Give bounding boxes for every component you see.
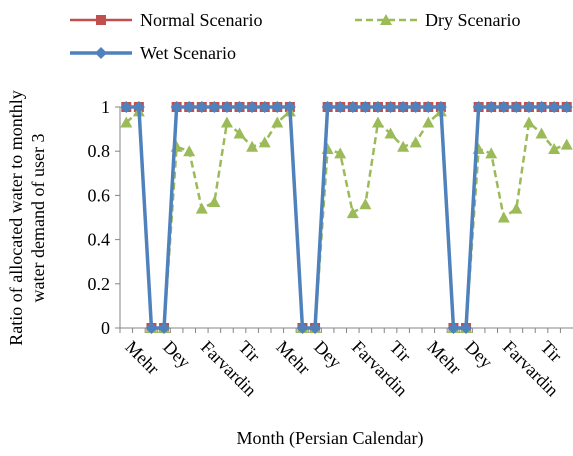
marker	[510, 202, 523, 214]
marker	[321, 101, 334, 113]
marker	[208, 196, 221, 208]
marker	[397, 101, 410, 113]
marker	[208, 101, 221, 113]
marker	[497, 101, 510, 113]
marker	[246, 140, 259, 152]
y-tick-label: 0.4	[88, 230, 111, 250]
marker	[258, 101, 271, 113]
marker	[246, 101, 259, 113]
marker	[334, 147, 347, 159]
x-tick-label: Mehr	[423, 337, 465, 379]
marker	[560, 101, 573, 113]
marker	[485, 147, 498, 159]
marker	[409, 136, 422, 148]
legend-label: Dry Scenario	[425, 10, 520, 30]
marker	[522, 101, 535, 113]
y-axis-label: Ratio of allocated water to monthly	[6, 90, 26, 345]
marker	[535, 127, 548, 139]
marker	[422, 101, 435, 113]
marker	[145, 322, 158, 334]
y-tick-label: 0.6	[88, 185, 111, 205]
marker	[195, 202, 208, 214]
marker	[371, 101, 384, 113]
x-tick-label: Dey	[159, 337, 194, 372]
marker	[371, 116, 384, 128]
marker	[346, 207, 359, 219]
marker	[233, 101, 246, 113]
x-tick-label: Mehr	[272, 337, 314, 379]
marker	[158, 322, 171, 334]
series-line	[125, 108, 568, 330]
x-tick-label: Tir	[235, 337, 264, 366]
marker	[560, 138, 573, 150]
marker	[132, 101, 145, 113]
marker	[120, 101, 133, 113]
x-tick-label: Dey	[310, 337, 345, 372]
marker	[485, 101, 498, 113]
y-tick-label: 0	[101, 318, 110, 338]
marker	[380, 14, 392, 25]
marker	[283, 101, 296, 113]
marker	[472, 101, 485, 113]
x-axis-label: Month (Persian Calendar)	[237, 428, 424, 449]
marker	[548, 142, 561, 154]
marker	[535, 101, 548, 113]
y-tick-label: 0.2	[88, 274, 111, 294]
marker	[183, 145, 196, 157]
marker	[334, 101, 347, 113]
marker	[183, 101, 196, 113]
marker	[233, 127, 246, 139]
marker	[296, 322, 309, 334]
marker	[271, 116, 284, 128]
marker	[510, 101, 523, 113]
marker	[359, 198, 372, 210]
marker	[497, 211, 510, 223]
marker	[96, 15, 106, 25]
marker	[170, 101, 183, 113]
marker	[220, 116, 233, 128]
legend-label: Wet Scenario	[140, 43, 236, 63]
y-tick-label: 0.8	[88, 141, 111, 161]
marker	[447, 322, 460, 334]
marker	[195, 101, 208, 113]
x-tick-label: Mehr	[121, 337, 163, 379]
marker	[346, 101, 359, 113]
marker	[220, 101, 233, 113]
x-tick-label: Dey	[461, 337, 496, 372]
x-tick-label: Tir	[537, 337, 566, 366]
marker	[120, 116, 133, 128]
marker	[95, 47, 107, 59]
marker	[397, 140, 410, 152]
marker	[309, 322, 322, 334]
marker	[548, 101, 561, 113]
marker	[271, 101, 284, 113]
y-axis-label: water demand of user 3	[28, 134, 48, 303]
marker	[359, 101, 372, 113]
marker	[522, 116, 535, 128]
y-tick-label: 1	[101, 97, 110, 117]
marker	[258, 136, 271, 148]
legend-label: Normal Scenario	[140, 10, 262, 30]
x-tick-label: Tir	[386, 337, 415, 366]
marker	[384, 101, 397, 113]
marker	[422, 116, 435, 128]
marker	[409, 101, 422, 113]
marker	[460, 322, 473, 334]
marker	[434, 101, 447, 113]
marker	[384, 127, 397, 139]
